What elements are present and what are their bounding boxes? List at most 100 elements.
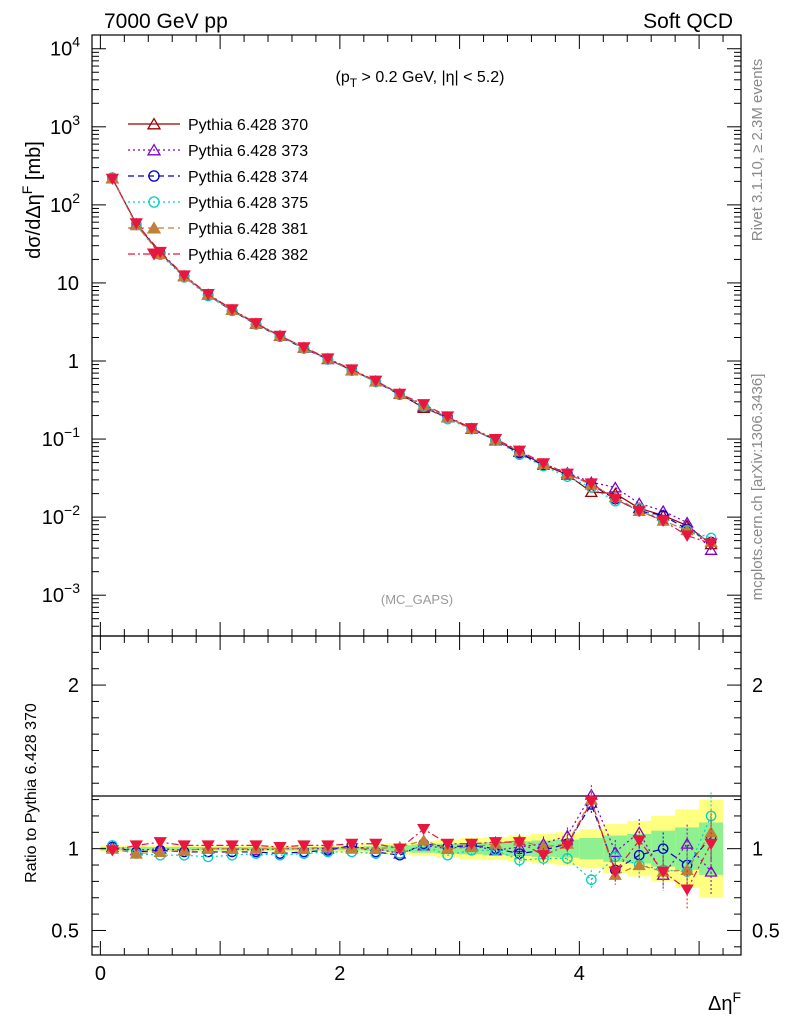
top-data-point xyxy=(632,505,646,518)
top-data-point xyxy=(225,304,239,316)
ratio-data-point xyxy=(297,840,311,852)
top-data-point xyxy=(512,445,527,457)
ratio-data-point xyxy=(488,837,503,849)
top-data-point xyxy=(464,423,479,435)
x-axis-label: ΔηF xyxy=(708,989,741,1015)
top-y-tick-label: 1 xyxy=(68,351,79,373)
uncertainty-bands xyxy=(100,799,724,898)
legend-marker xyxy=(146,143,162,156)
top-y-tick-label: 10−3 xyxy=(42,580,80,607)
bottom-series-group xyxy=(105,785,718,909)
top-data-point xyxy=(345,364,359,376)
legend-label: Pythia 6.428 382 xyxy=(188,247,308,264)
legend-label: Pythia 6.428 375 xyxy=(188,195,308,212)
legend-item: Pythia 6.428 370 xyxy=(128,117,308,134)
top-data-point xyxy=(273,330,287,343)
x-tick-label: 0 xyxy=(95,963,106,985)
side-text-bottom: mcplots.cern.ch [arXiv:1306.3436] xyxy=(749,374,766,601)
legend-item: Pythia 6.428 375 xyxy=(128,195,308,212)
bottom-panel: 0.5 0.5 1 1 2 2 0 2 4 Ratio to Pythia 6.428 370… xyxy=(23,35,780,1015)
ratio-data-point xyxy=(680,837,694,849)
ratio-data-point xyxy=(129,840,143,852)
top-data-point xyxy=(584,478,598,490)
legend-item: Pythia 6.428 373 xyxy=(128,143,308,160)
legend-label: Pythia 6.428 373 xyxy=(188,143,308,160)
green-band-segment xyxy=(579,838,604,860)
ratio-data-point xyxy=(680,863,694,875)
top-data-point xyxy=(656,515,670,527)
top-data-point xyxy=(297,342,311,354)
watermark: (MC_GAPS) xyxy=(381,592,453,607)
ratio-data-point xyxy=(249,840,263,852)
bottom-y-ticks: 0.5 0.5 1 1 2 2 xyxy=(51,651,780,948)
bottom-y-tick-label-right: 1 xyxy=(752,839,763,861)
top-y-tick-label: 10 xyxy=(57,273,79,295)
legend-item: Pythia 6.428 382 xyxy=(128,247,308,264)
ratio-data-point xyxy=(584,796,598,808)
top-series-line xyxy=(111,177,712,551)
top-y-tick-label: 10−2 xyxy=(42,502,80,529)
ratio-data-point xyxy=(105,845,119,857)
top-series-group xyxy=(105,171,718,555)
legend-item: Pythia 6.428 381 xyxy=(128,221,308,238)
top-data-point xyxy=(488,434,503,446)
legend-marker xyxy=(146,221,162,234)
top-data-point xyxy=(105,173,119,185)
ratio-data-point xyxy=(656,866,670,878)
header-right: Soft QCD xyxy=(643,10,733,33)
legend-label: Pythia 6.428 374 xyxy=(188,169,308,186)
ratio-data-point xyxy=(177,840,191,852)
header-left: 7000 GeV pp xyxy=(104,10,228,33)
ratio-data-point xyxy=(464,838,479,850)
ratio-series-line xyxy=(112,799,712,891)
ratio-data-point xyxy=(129,847,143,859)
ratio-data-point xyxy=(536,850,551,862)
bottom-y-tick-label: 1 xyxy=(68,839,79,861)
side-text-top: Rivet 3.1.10, ≥ 2.3M events xyxy=(749,59,766,242)
cut-label: (pT > 0.2 GeV, |η| < 5.2) xyxy=(336,69,505,90)
ratio-data-point xyxy=(393,843,407,855)
legend-label: Pythia 6.428 381 xyxy=(188,221,308,238)
legend-marker xyxy=(146,248,162,261)
x-tick-label: 4 xyxy=(574,963,585,985)
ratio-data-point xyxy=(153,845,167,857)
top-data-point xyxy=(608,494,622,506)
legend-marker xyxy=(146,117,162,130)
top-data-point xyxy=(417,399,431,411)
ratio-data-point xyxy=(273,841,287,854)
top-data-point xyxy=(129,218,143,230)
ratio-series-line xyxy=(112,815,712,881)
ratio-data-point xyxy=(704,838,718,850)
ratio-data-point xyxy=(608,845,622,857)
ratio-series-line xyxy=(112,798,712,876)
legend-label: Pythia 6.428 370 xyxy=(188,117,308,134)
top-data-point xyxy=(321,353,335,365)
bottom-y-tick-label: 0.5 xyxy=(51,920,79,942)
top-panel: 10−3 10−2 10−1 1 10 102 103 104 dσ/dΔηF [mb] (p… xyxy=(19,34,742,637)
ratio-data-point xyxy=(225,840,239,852)
top-data-point xyxy=(177,270,191,282)
ratio-data-point xyxy=(417,834,431,846)
ratio-data-point xyxy=(585,874,597,886)
bottom-y-axis-label: Ratio to Pythia 6.428 370 xyxy=(23,703,40,883)
ratio-data-point xyxy=(608,866,622,878)
ratio-data-point xyxy=(321,840,335,852)
ratio-data-point xyxy=(704,865,718,877)
ratio-data-point xyxy=(680,884,694,896)
top-y-tick-label: 103 xyxy=(50,112,80,139)
ratio-data-point xyxy=(153,837,167,849)
ratio-series-5 xyxy=(105,791,718,909)
top-data-point xyxy=(440,411,455,423)
ratio-data-point xyxy=(562,853,573,864)
ratio-data-point xyxy=(657,843,669,854)
top-data-point xyxy=(249,318,263,330)
top-y-tick-label: 104 xyxy=(50,34,80,61)
ratio-data-point xyxy=(201,840,215,852)
ratio-data-point xyxy=(560,840,575,852)
bottom-panel-frame xyxy=(91,635,742,956)
top-data-point xyxy=(704,543,718,555)
top-y-tick-label: 102 xyxy=(50,190,80,217)
ratio-data-point xyxy=(369,838,383,850)
top-y-tick-label: 10−1 xyxy=(42,424,80,451)
